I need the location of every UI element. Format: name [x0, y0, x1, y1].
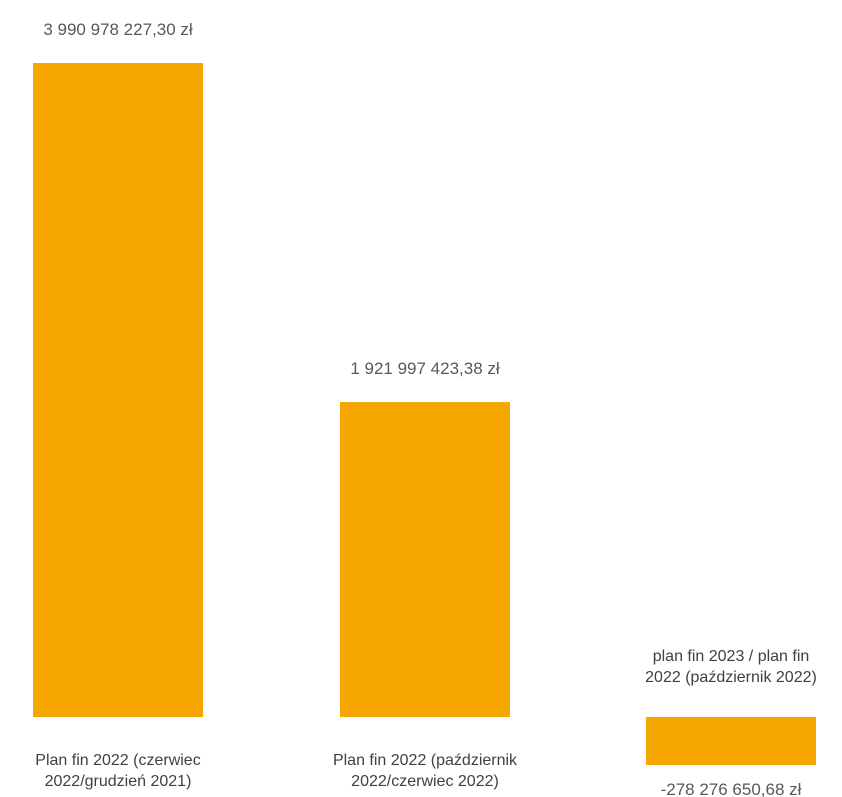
- data-label-3: -278 276 650,68 zł: [661, 780, 802, 797]
- category-label-3-line-2: 2022 (październik 2022): [645, 669, 817, 686]
- data-label-1: 3 990 978 227,30 zł: [43, 20, 193, 39]
- bar-1: [33, 63, 203, 717]
- category-label-3-line-1: plan fin 2023 / plan fin: [653, 648, 810, 665]
- bar-3: [646, 717, 816, 765]
- category-label-2-line-1: Plan fin 2022 (październik: [333, 752, 518, 769]
- category-label-1-line-2: 2022/grudzień 2021): [45, 773, 192, 790]
- category-label-1-line-1: Plan fin 2022 (czerwiec: [35, 752, 200, 769]
- data-label-2: 1 921 997 423,38 zł: [350, 359, 500, 378]
- category-label-2-line-2: 2022/czerwiec 2022): [351, 773, 499, 790]
- bar-2: [340, 402, 510, 717]
